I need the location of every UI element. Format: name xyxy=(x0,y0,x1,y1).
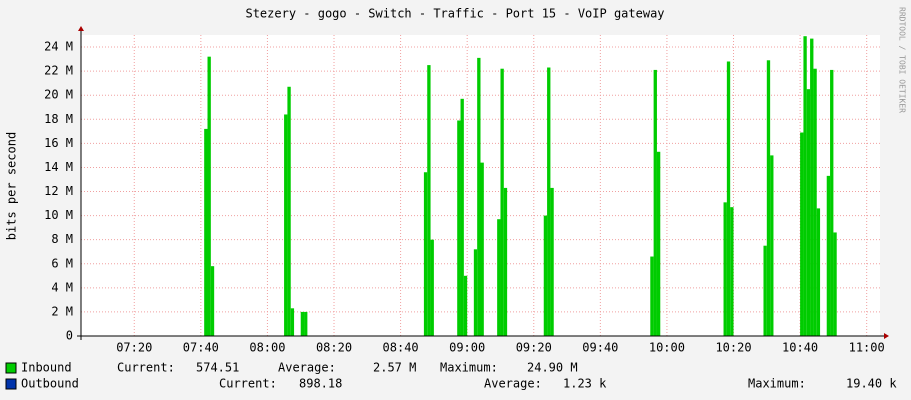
area-step xyxy=(800,132,804,336)
area-step xyxy=(816,208,821,336)
area-step xyxy=(300,311,305,336)
legend-stat: 1.23 k xyxy=(563,377,607,391)
area-step xyxy=(430,239,434,336)
y-tick-label: 8 M xyxy=(51,232,73,246)
x-tick-label: 08:20 xyxy=(316,341,352,355)
y-tick-label: 14 M xyxy=(44,160,73,174)
area-step xyxy=(480,162,484,336)
legend-swatch xyxy=(5,362,17,374)
area-step xyxy=(304,311,308,336)
x-tick-label: 07:40 xyxy=(183,341,219,355)
area-step xyxy=(763,245,767,336)
legend-stat: 898.18 xyxy=(299,377,342,391)
legend-stat: 19.40 k xyxy=(846,377,897,391)
y-tick-label: 0 xyxy=(66,329,73,343)
x-tick-label: 10:00 xyxy=(649,341,685,355)
area-step xyxy=(503,187,508,336)
y-tick-label: 18 M xyxy=(44,112,73,126)
area-step xyxy=(497,219,501,336)
legend-stat: Current: xyxy=(117,361,175,375)
area-step xyxy=(730,207,734,336)
legend-stat: Current: xyxy=(219,377,277,391)
area-step xyxy=(803,36,807,336)
area-step xyxy=(830,69,834,336)
area-step xyxy=(833,232,837,336)
x-tick-label: 11:00 xyxy=(849,341,885,355)
y-tick-label: 2 M xyxy=(51,304,73,318)
area-step xyxy=(290,308,295,336)
x-tick-label: 08:00 xyxy=(249,341,285,355)
area-step xyxy=(826,175,831,336)
legend-stat: Maximum: xyxy=(440,361,498,375)
y-tick-label: 12 M xyxy=(44,184,73,198)
legend-stat: 24.90 M xyxy=(527,361,578,375)
area-step xyxy=(726,61,731,336)
area-step xyxy=(207,56,211,337)
chart-title: Stezery - gogo - Switch - Traffic - Port… xyxy=(245,7,664,21)
area-step xyxy=(473,249,478,336)
legend-label: Outbound xyxy=(21,377,79,391)
y-axis-label: bits per second xyxy=(5,132,19,240)
legend-stat: 574.51 xyxy=(196,361,239,375)
area-step xyxy=(770,155,774,336)
legend-swatch xyxy=(5,378,17,390)
legend-stat: Average: xyxy=(484,377,542,391)
y-tick-label: 4 M xyxy=(51,280,73,294)
y-arrow xyxy=(78,26,84,31)
area-step xyxy=(813,68,817,336)
x-tick-label: 07:20 xyxy=(116,341,152,355)
area-step xyxy=(284,114,288,337)
area-step xyxy=(210,266,215,336)
x-tick-label: 10:20 xyxy=(715,341,751,355)
area-step xyxy=(463,275,468,336)
watermark: RRDTOOL / TOBI OETIKER xyxy=(898,7,907,113)
area-step xyxy=(656,151,661,336)
x-tick-label: 09:00 xyxy=(449,341,485,355)
area-step xyxy=(287,86,291,336)
area-step xyxy=(810,38,814,336)
x-arrow xyxy=(884,333,889,339)
area-step xyxy=(500,68,504,336)
x-tick-label: 10:40 xyxy=(782,341,818,355)
y-tick-label: 20 M xyxy=(44,88,73,102)
legend-stat: 2.57 M xyxy=(373,361,416,375)
legend-label: Inbound xyxy=(21,361,72,375)
y-tick-label: 22 M xyxy=(44,64,73,78)
area-step xyxy=(423,172,428,336)
area-step xyxy=(427,65,431,336)
area-step xyxy=(650,256,654,336)
y-tick-label: 16 M xyxy=(44,136,73,150)
area-step xyxy=(543,215,548,336)
y-tick-label: 10 M xyxy=(44,208,73,222)
y-tick-label: 6 M xyxy=(51,256,73,270)
area-step xyxy=(806,89,811,337)
area-step xyxy=(547,67,551,337)
area-step xyxy=(653,69,657,336)
area-step xyxy=(477,57,481,336)
legend-stat: Average: xyxy=(278,361,336,375)
area-step xyxy=(460,98,464,336)
x-tick-label: 08:40 xyxy=(383,341,419,355)
x-tick-label: 09:40 xyxy=(582,341,618,355)
marks xyxy=(204,36,837,337)
axes: 0 2 M 4 M 6 M 8 M 10 M 12 M 14 M 16 M 18 M 20 M 22 … xyxy=(44,26,889,355)
area-step xyxy=(204,128,208,336)
x-tick-label: 09:20 xyxy=(516,341,552,355)
area-step xyxy=(723,202,727,336)
area-step xyxy=(766,60,771,337)
legend-stat: Maximum: xyxy=(748,377,806,391)
area-step xyxy=(550,187,554,336)
area-step xyxy=(457,120,461,336)
y-tick-label: 24 M xyxy=(44,40,73,54)
